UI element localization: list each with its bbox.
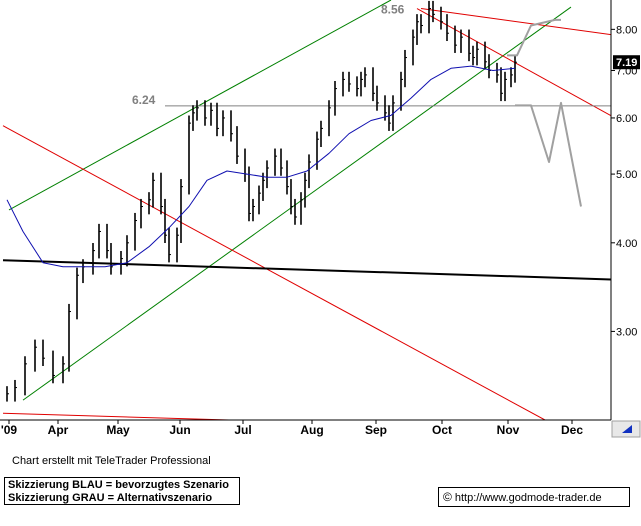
x-tick-label: May [106,423,130,437]
scenario-legend: Skizzierung BLAU = bevorzugtes Szenario … [4,477,240,505]
current-price-label: 7.19 [616,57,637,69]
trend-line [2,412,230,420]
x-tick-label: Nov [497,423,520,437]
x-tick-label: Sep [365,423,387,437]
legend-line-blue: Skizzierung BLAU = bevorzugtes Szenario [8,479,229,491]
scroll-button [611,420,641,438]
legend-line-grey: Skizzierung GRAU = Alternativszenario [8,492,213,504]
x-tick-label: Dec [561,423,583,437]
trend-line [22,6,572,401]
y-tick-label: 4.00 [616,238,637,250]
trend-line [2,259,611,281]
x-tick-label: Jul [234,423,251,437]
x-tick-label: Oct [432,423,452,437]
trend-line [2,125,546,420]
preferred-scenario-line [507,18,561,57]
y-tick-label: 5.00 [616,169,637,181]
plot-area [0,0,611,420]
copyright-icon: © [443,490,452,504]
x-tick-label: Aug [300,423,323,437]
moving-average-line [6,65,516,268]
level-label-6-24: 6.24 [132,93,156,107]
y-tick-label: 6.00 [616,113,637,125]
alternative-scenario-line [515,101,582,207]
current-price-badge [613,55,640,70]
trend-line [8,0,392,211]
x-tick-label: '09 [1,423,18,437]
source-url[interactable]: http://www.godmode-trader.de [454,492,602,504]
y-tick-label: 3.00 [616,326,637,338]
trend-line [416,8,611,117]
level-label-8-56: 8.56 [381,3,405,17]
trend-line [420,8,611,36]
scroll-arrow-icon [622,425,632,433]
y-tick-label: 8.00 [616,24,637,36]
source-link[interactable]: © http://www.godmode-trader.de [438,487,630,507]
x-tick-label: Apr [48,423,69,437]
chart-credit: Chart erstellt mit TeleTrader Profession… [12,455,211,467]
x-tick-label: Jun [169,423,190,437]
